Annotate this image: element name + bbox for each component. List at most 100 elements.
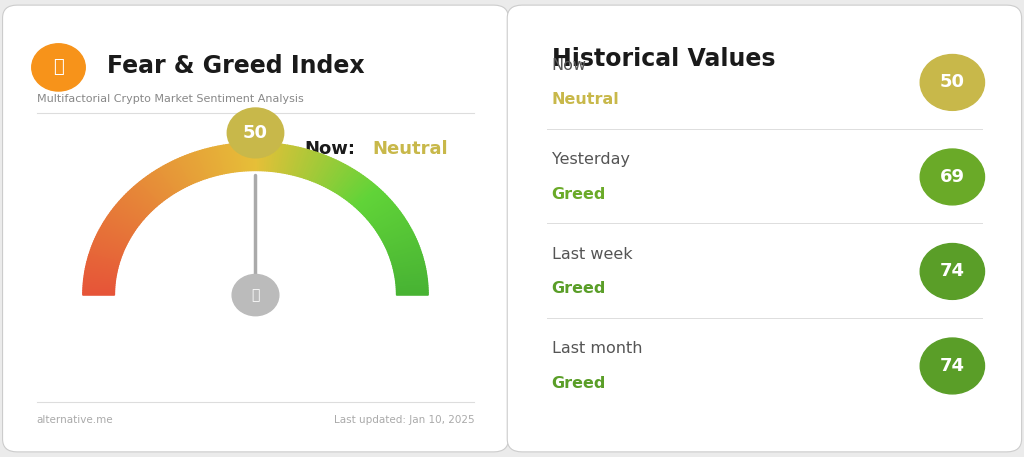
Wedge shape — [168, 163, 185, 188]
Wedge shape — [375, 213, 402, 230]
Wedge shape — [396, 286, 428, 289]
Wedge shape — [112, 209, 139, 227]
Wedge shape — [207, 148, 218, 175]
Wedge shape — [266, 143, 271, 171]
Wedge shape — [179, 157, 196, 183]
Wedge shape — [147, 175, 169, 198]
Wedge shape — [195, 152, 208, 179]
Wedge shape — [91, 246, 122, 256]
Wedge shape — [322, 160, 339, 186]
Wedge shape — [141, 179, 164, 202]
Text: Greed: Greed — [552, 186, 606, 202]
Wedge shape — [131, 187, 156, 208]
Wedge shape — [189, 153, 204, 180]
Wedge shape — [370, 206, 396, 223]
Wedge shape — [355, 187, 380, 208]
Wedge shape — [295, 149, 306, 176]
Wedge shape — [133, 186, 158, 207]
Wedge shape — [347, 179, 370, 202]
Wedge shape — [395, 274, 427, 280]
Wedge shape — [154, 170, 174, 194]
Wedge shape — [392, 257, 423, 266]
Wedge shape — [242, 143, 247, 171]
Wedge shape — [291, 147, 301, 175]
Wedge shape — [358, 191, 383, 211]
Text: Now:: Now: — [304, 140, 355, 158]
Wedge shape — [113, 207, 140, 225]
Text: alternative.me: alternative.me — [37, 414, 114, 425]
Wedge shape — [273, 144, 280, 172]
Circle shape — [921, 54, 984, 111]
Wedge shape — [248, 143, 251, 170]
Wedge shape — [205, 149, 216, 176]
Wedge shape — [152, 172, 173, 196]
Wedge shape — [390, 250, 421, 260]
Wedge shape — [215, 146, 224, 174]
Wedge shape — [319, 159, 336, 185]
Wedge shape — [271, 143, 278, 171]
Circle shape — [921, 338, 984, 394]
Wedge shape — [275, 144, 283, 172]
Wedge shape — [372, 209, 399, 227]
Wedge shape — [150, 173, 171, 197]
Wedge shape — [349, 181, 372, 203]
Text: 50: 50 — [243, 124, 268, 142]
Wedge shape — [172, 160, 189, 186]
Wedge shape — [379, 222, 409, 237]
Wedge shape — [335, 169, 354, 193]
Wedge shape — [311, 155, 327, 181]
FancyBboxPatch shape — [507, 5, 1022, 452]
Wedge shape — [237, 143, 243, 171]
Wedge shape — [226, 144, 233, 172]
Text: ₿: ₿ — [251, 288, 260, 302]
Wedge shape — [218, 146, 227, 174]
Wedge shape — [105, 218, 134, 234]
Wedge shape — [352, 184, 376, 206]
Wedge shape — [333, 168, 352, 192]
Wedge shape — [85, 271, 116, 277]
Wedge shape — [344, 176, 366, 199]
Wedge shape — [83, 283, 115, 287]
Wedge shape — [100, 226, 130, 240]
Wedge shape — [175, 159, 191, 185]
Wedge shape — [139, 181, 162, 203]
Wedge shape — [200, 150, 212, 177]
Wedge shape — [182, 156, 198, 182]
Wedge shape — [340, 173, 361, 197]
Circle shape — [921, 149, 984, 205]
Wedge shape — [359, 192, 385, 213]
Wedge shape — [231, 144, 238, 172]
Wedge shape — [301, 151, 314, 178]
Text: 50: 50 — [940, 74, 965, 91]
Wedge shape — [163, 165, 182, 190]
Wedge shape — [126, 192, 152, 213]
Wedge shape — [396, 292, 428, 295]
Wedge shape — [104, 219, 133, 235]
Wedge shape — [170, 161, 187, 187]
Wedge shape — [345, 178, 368, 200]
Wedge shape — [313, 156, 329, 182]
Wedge shape — [377, 218, 406, 234]
Text: 74: 74 — [940, 262, 965, 281]
Wedge shape — [84, 274, 116, 280]
Wedge shape — [250, 143, 253, 170]
Wedge shape — [220, 145, 229, 173]
Wedge shape — [303, 152, 316, 179]
Wedge shape — [191, 153, 206, 179]
Wedge shape — [145, 176, 167, 199]
Wedge shape — [387, 241, 418, 253]
Wedge shape — [210, 147, 220, 175]
Wedge shape — [94, 239, 124, 251]
Wedge shape — [282, 145, 291, 173]
Wedge shape — [356, 189, 381, 210]
Wedge shape — [83, 281, 115, 285]
Wedge shape — [317, 158, 334, 184]
Wedge shape — [228, 144, 236, 172]
Wedge shape — [118, 202, 144, 220]
Wedge shape — [396, 290, 428, 293]
Wedge shape — [365, 198, 390, 217]
Wedge shape — [278, 144, 285, 172]
Wedge shape — [90, 250, 121, 260]
Wedge shape — [184, 155, 200, 181]
Wedge shape — [392, 260, 424, 268]
